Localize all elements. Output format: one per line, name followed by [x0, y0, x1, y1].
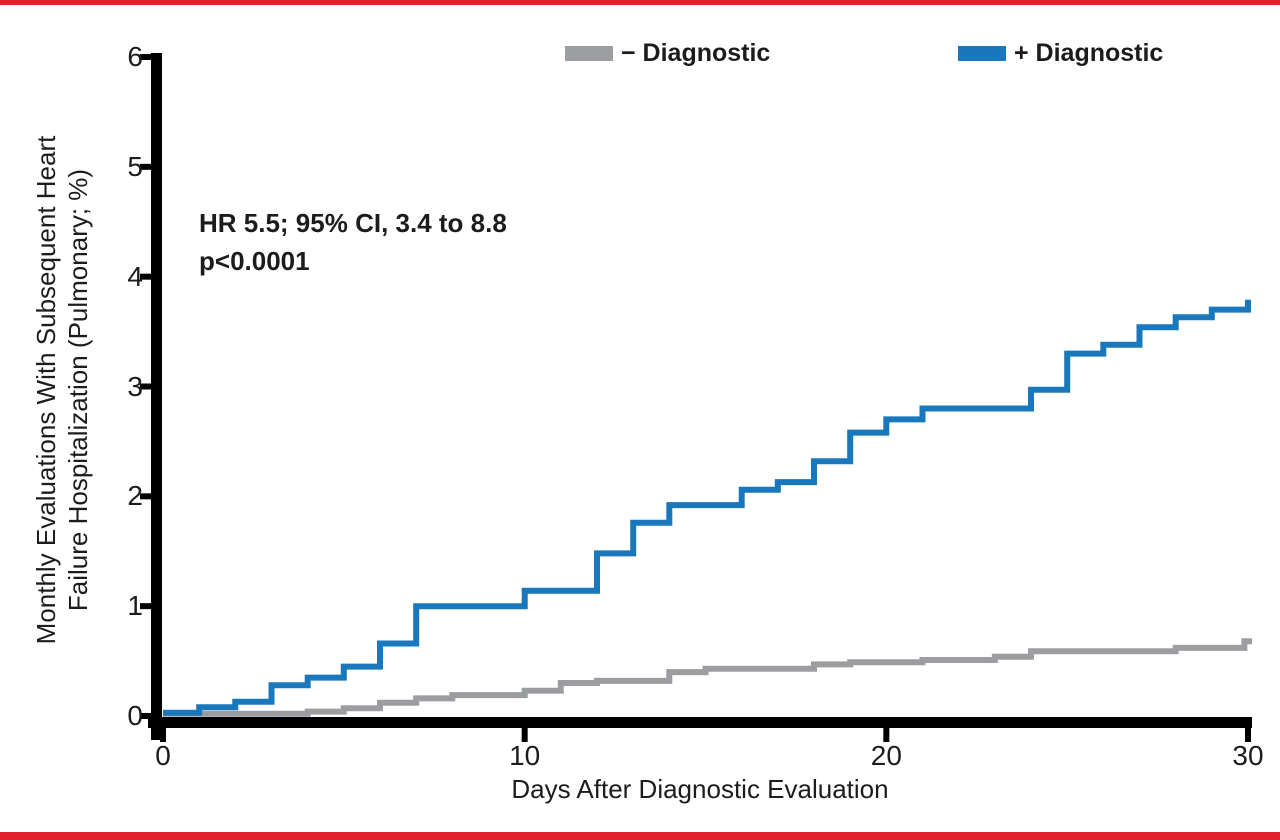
legend-label-minus-diagnostic: − Diagnostic: [621, 39, 771, 67]
y-axis-tick: [140, 273, 152, 280]
y-axis-title-line1: Monthly Evaluations With Subsequent Hear…: [31, 135, 61, 645]
y-tick-label: 2: [127, 480, 143, 512]
y-axis-tick: [140, 383, 152, 390]
x-axis-tick: [521, 728, 528, 742]
x-tick-label: 20: [870, 740, 902, 771]
y-tick-label: 4: [127, 260, 143, 292]
hazard-ratio-line: HR 5.5; 95% CI, 3.4 to 8.8: [199, 208, 507, 238]
x-axis-line: [148, 717, 1252, 728]
p-value-line: p<0.0001: [199, 246, 310, 276]
top-border-stripe: [0, 0, 1280, 5]
y-tick-label: 0: [127, 700, 143, 731]
x-tick-label: 0: [155, 740, 171, 771]
series-curve-plus-diagnostic: [163, 299, 1251, 716]
x-axis-tick: [160, 728, 166, 742]
x-axis-tick: [883, 728, 890, 742]
y-tick-label: 1: [127, 590, 143, 622]
x-axis-tick: [1245, 728, 1251, 742]
bottom-border-stripe: [0, 832, 1280, 840]
legend-swatch-plus-diagnostic: [958, 46, 1006, 61]
legend-item-minus-diagnostic: − Diagnostic: [565, 39, 770, 68]
y-tick-label: 5: [127, 150, 143, 182]
y-axis-tick: [140, 493, 152, 500]
x-tick-label: 10: [509, 740, 541, 771]
hazard-ratio-annotation: HR 5.5; 95% CI, 3.4 to 8.8 p<0.0001: [199, 204, 507, 280]
y-tick-label: 6: [127, 41, 143, 72]
y-axis-line: [151, 53, 162, 740]
legend-item-plus-diagnostic: + Diagnostic: [958, 39, 1163, 68]
y-axis-tick: [140, 54, 152, 60]
y-axis-tick: [140, 713, 152, 719]
legend-label-plus-diagnostic: + Diagnostic: [1014, 39, 1164, 67]
series-curve-minus-diagnostic: [163, 638, 1252, 717]
legend-swatch-minus-diagnostic: [565, 46, 613, 61]
x-tick-label: 30: [1232, 740, 1264, 771]
y-axis-tick: [140, 603, 152, 610]
y-axis-tick: [140, 163, 152, 170]
y-tick-label: 3: [127, 370, 143, 402]
x-axis-title: Days After Diagnostic Evaluation: [511, 774, 889, 804]
